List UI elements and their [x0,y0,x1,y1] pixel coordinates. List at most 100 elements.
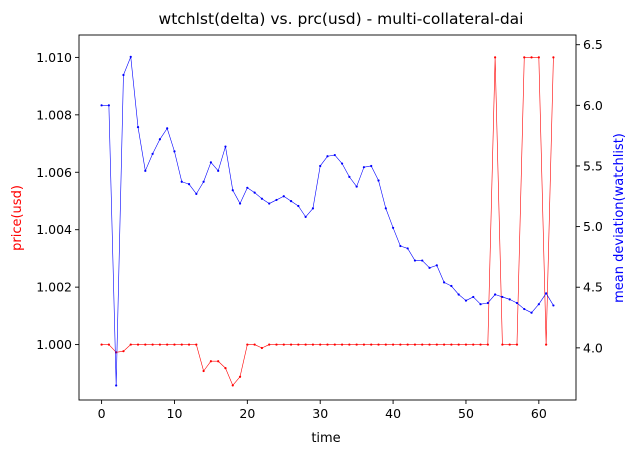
data-point-left [530,56,533,59]
data-point-right [107,104,110,107]
x-axis-label: time [311,431,340,446]
series-line-left [101,57,554,386]
data-point-right [253,191,256,194]
data-point-left [195,343,198,346]
data-point-left [435,343,438,346]
data-point-right [217,169,220,172]
data-point-left [537,56,540,59]
data-point-left [384,343,387,346]
data-point-right [180,180,183,183]
data-point-left [311,343,315,346]
data-point-right [355,185,358,188]
data-point-left [399,343,402,346]
data-point-right [195,192,198,195]
data-point-right [297,204,300,208]
data-point-left [501,343,504,346]
x-tick-label: 60 [531,406,547,421]
data-point-left [523,56,526,59]
data-point-left [552,56,555,59]
data-point-left [377,343,380,346]
data-point-left [289,343,293,346]
data-point-left [464,343,468,346]
data-point-right [413,259,417,262]
data-point-right [275,198,278,202]
data-point-left [275,343,278,346]
data-point-right [515,301,519,305]
data-point-right [209,161,213,164]
data-point-right [494,293,497,296]
data-point-right [129,55,132,58]
data-point-right [326,155,329,158]
y-left-tick-label: 1.008 [36,107,72,122]
data-point-left [173,343,176,346]
data-point-left [238,375,242,378]
x-tick-label: 10 [167,406,183,421]
data-point-left [151,343,154,346]
data-point-left [362,343,366,346]
y-axis-left-label: price(usd) [10,185,25,251]
data-point-right [552,304,555,307]
data-point-right [435,264,438,267]
data-point-left [100,343,103,346]
y-right-tick-label: 6.5 [583,37,603,52]
y-right-tick-label: 5.0 [583,219,603,234]
data-point-right [348,175,351,178]
data-point-left [421,343,424,346]
data-point-left [217,360,220,363]
data-point-right [450,284,453,288]
data-point-right [173,150,176,153]
data-point-left [450,343,453,346]
data-point-left [246,343,249,346]
data-point-right [421,259,424,262]
data-point-left [326,343,329,346]
y-left-tick-label: 1.002 [36,280,72,295]
data-point-left [391,343,395,346]
data-point-right [166,127,169,130]
data-point-left [297,343,300,346]
data-point-right [144,169,147,172]
data-point-left [282,343,285,346]
data-point-right [457,293,460,296]
data-point-right [399,244,402,248]
data-point-left [129,343,132,346]
data-point-right [289,200,293,203]
data-point-right [508,298,511,301]
data-point-right [486,301,489,305]
data-point-right [501,295,504,299]
data-point-right [122,73,125,77]
data-point-right [362,166,366,169]
data-point-right [268,202,271,205]
data-point-right [442,281,446,284]
series-layer [100,55,555,387]
data-point-left [144,343,147,346]
data-point-right [224,145,227,148]
data-point-right [238,202,242,205]
y-axis-right-label: mean deviation(watchlist) [612,133,627,303]
data-point-right [428,266,431,269]
data-point-left [304,343,307,346]
data-point-right [377,179,380,182]
data-point-right [202,180,205,183]
data-point-right [187,183,191,186]
x-tick-label: 0 [98,406,106,421]
plot-area [78,34,577,401]
y-axis-left: 1.000 1.002 1.004 1.006 1.008 1.010 [36,50,79,352]
data-point-left [370,343,373,346]
y-right-tick-label: 4.0 [583,340,603,355]
x-axis: 0 10 20 30 40 50 60 [98,400,547,421]
data-point-right [158,138,161,141]
data-point-left [180,343,183,346]
data-point-right [384,207,387,210]
data-point-right [100,104,103,107]
data-point-right [115,384,118,387]
data-point-left [479,343,482,346]
data-point-right [340,162,344,165]
data-point-left [209,360,213,363]
data-point-right [282,195,285,198]
data-point-left [472,343,475,346]
data-point-left [231,384,234,387]
data-point-left [166,343,169,346]
data-point-left [224,367,227,370]
data-point-left [122,350,125,353]
